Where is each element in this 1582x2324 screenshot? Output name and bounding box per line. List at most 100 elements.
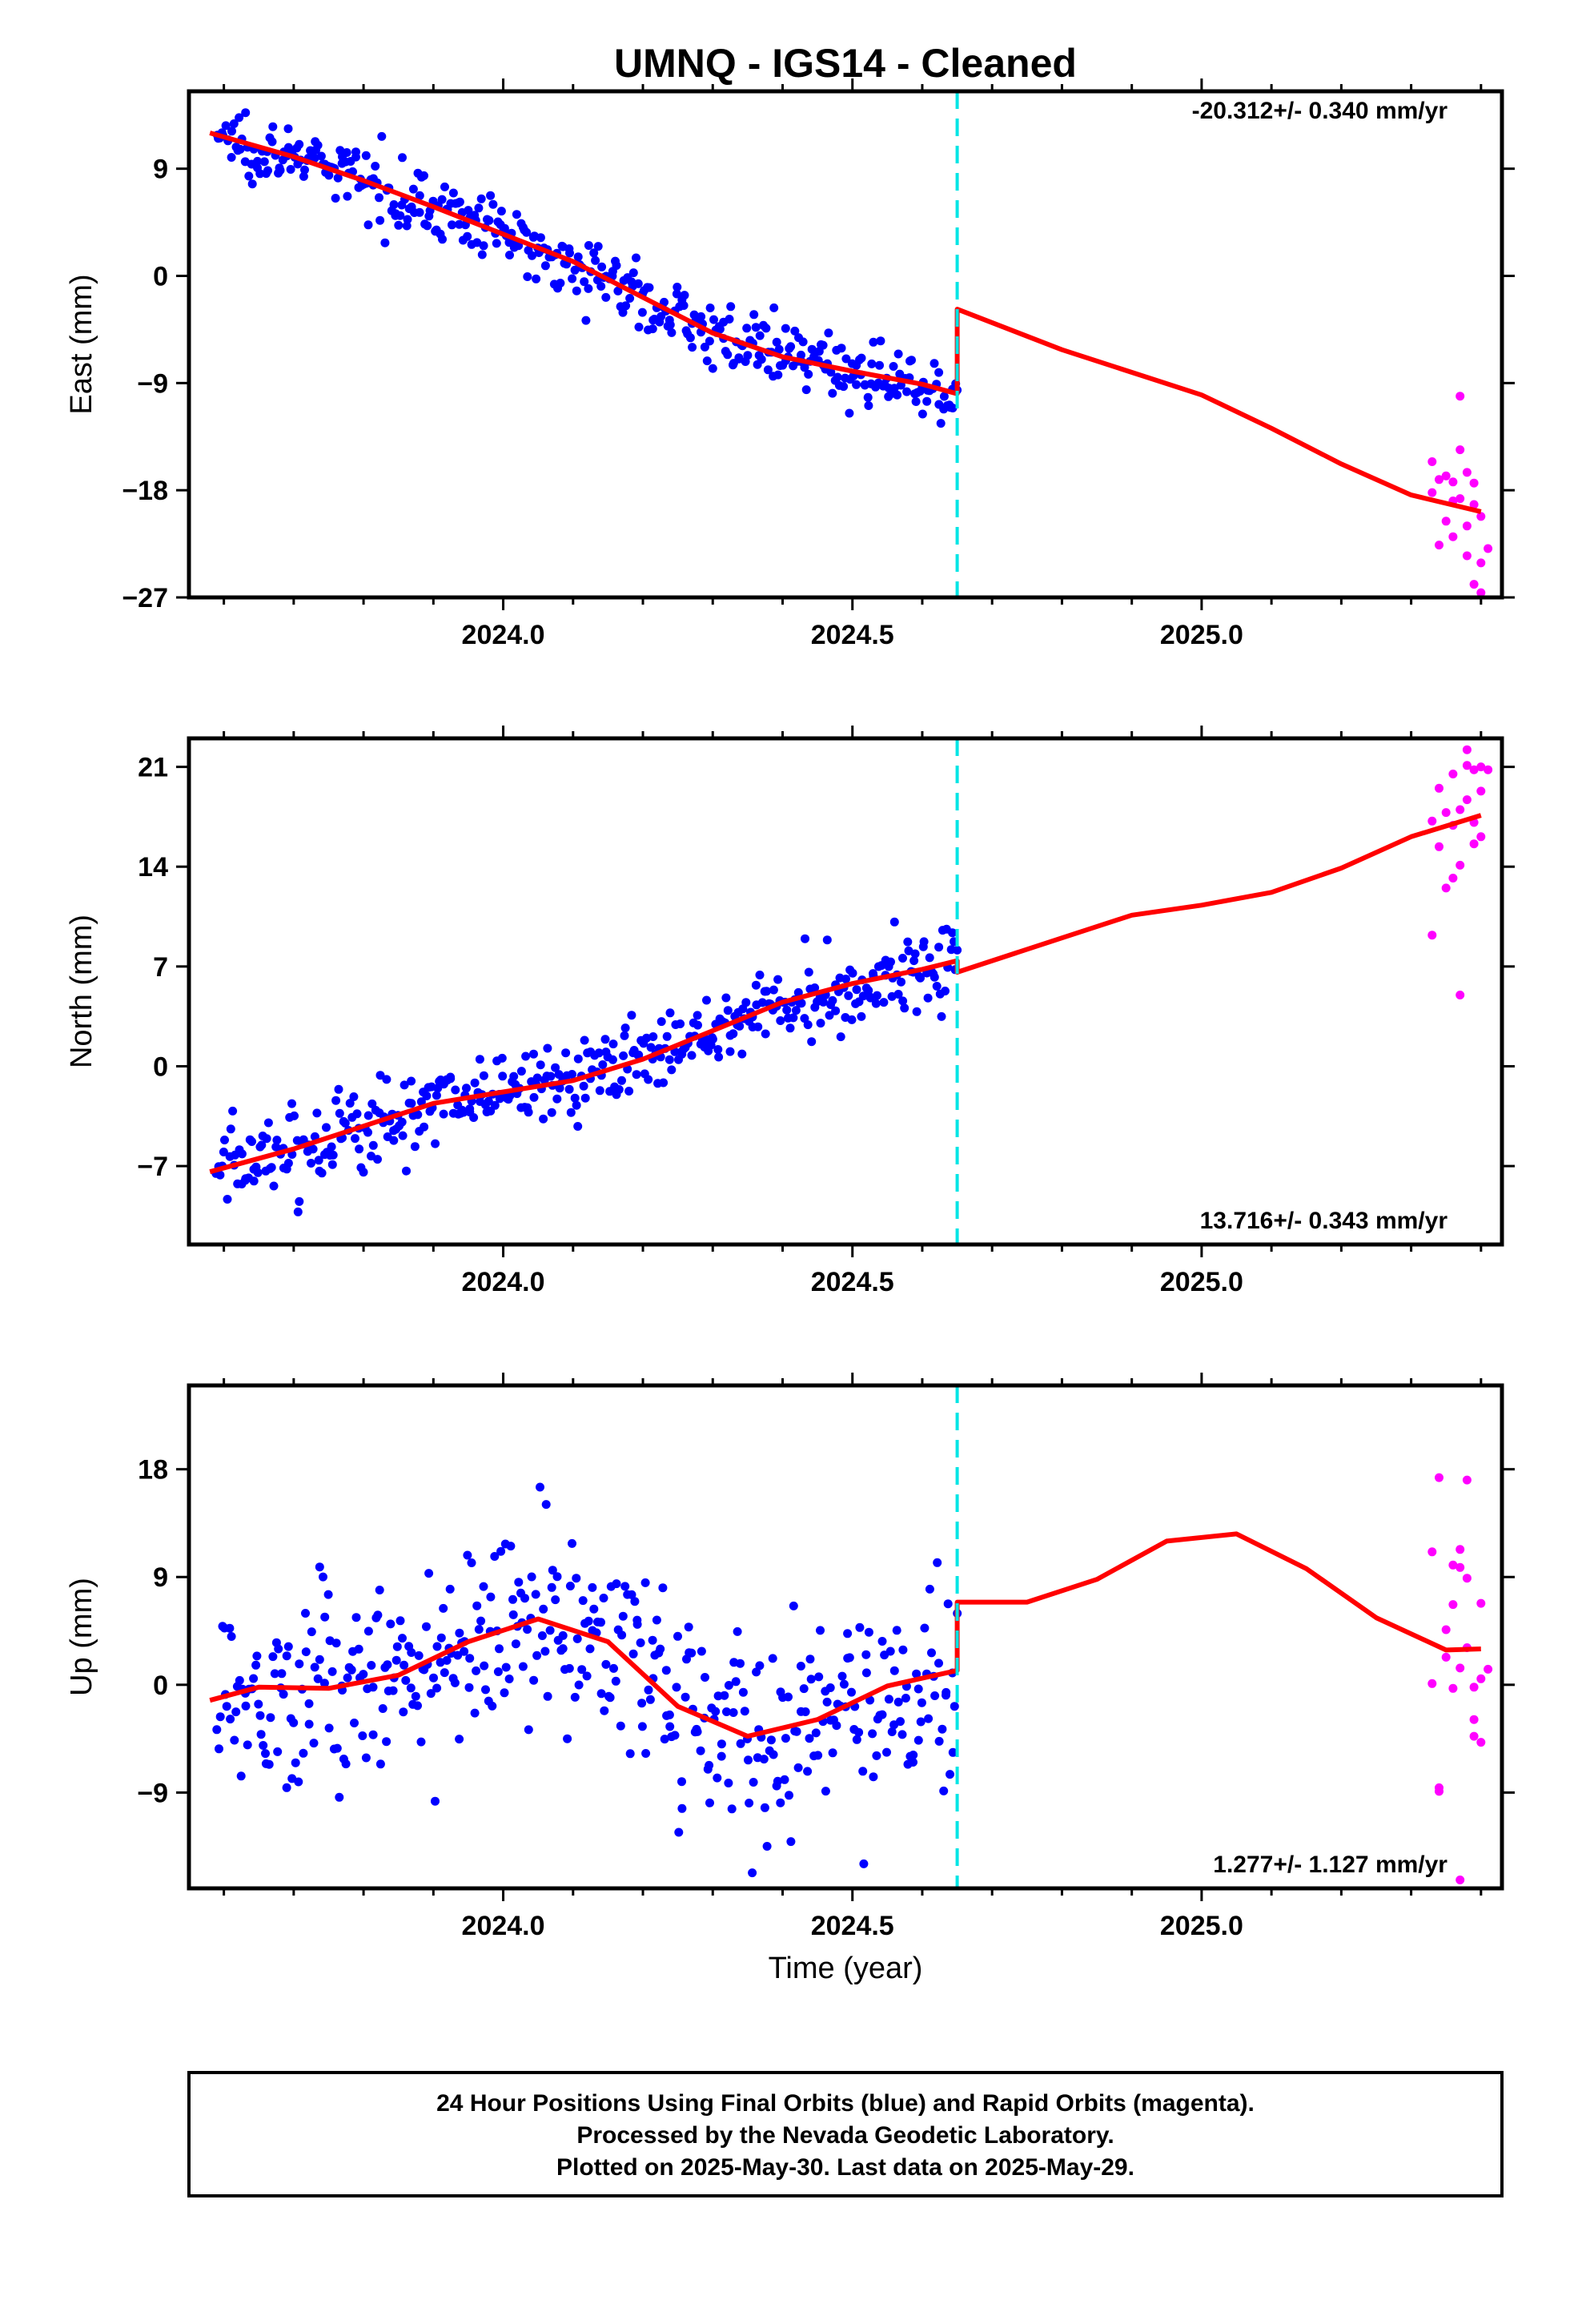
final-orbit-point [687,1648,697,1658]
final-orbit-point [600,1706,609,1715]
final-orbit-point [743,351,753,360]
final-orbit-point [913,1684,923,1694]
final-orbit-point [714,1052,724,1062]
final-orbit-point [215,1712,225,1722]
final-orbit-point [736,1659,745,1668]
y-tick-label: 7 [153,952,168,983]
final-orbit-point [438,235,447,244]
final-orbit-point [807,1037,817,1047]
final-orbit-point [892,1626,901,1635]
rapid-orbit-point [1469,1683,1479,1692]
final-orbit-point [781,324,790,333]
final-orbit-point [227,1632,236,1641]
final-orbit-point [327,1160,337,1169]
rapid-orbit-point [1462,468,1472,477]
final-orbit-point [565,1582,575,1590]
final-orbit-point [847,1015,857,1024]
final-orbit-point [769,985,778,995]
final-orbit-point [548,1566,557,1575]
final-orbit-point [640,1578,650,1587]
final-orbit-point [772,337,781,347]
final-orbit-point [920,1623,930,1633]
final-orbit-point [433,1084,443,1093]
final-orbit-point [828,388,837,398]
final-orbit-point [267,137,277,147]
final-orbit-point [789,1013,798,1023]
final-orbit-point [570,1692,580,1702]
final-orbit-point [875,360,884,370]
final-orbit-point [757,998,767,1007]
final-orbit-point [220,1136,229,1144]
final-orbit-point [882,1747,891,1757]
final-orbit-point [685,333,695,343]
rapid-orbit-point [1484,1664,1493,1674]
final-orbit-point [826,368,836,377]
final-orbit-point [373,1155,382,1164]
final-orbit-point [715,324,725,334]
final-orbit-point [227,153,236,162]
final-orbit-point [608,1055,617,1064]
rapid-orbit-point [1456,1562,1465,1572]
final-orbit-point [637,1699,647,1708]
final-orbit-point [572,1634,582,1643]
final-orbit-point [791,1006,801,1015]
final-orbit-point [934,1736,944,1746]
final-orbit-point [832,1721,841,1731]
final-orbit-point [398,1131,408,1140]
final-orbit-point [261,1749,270,1759]
final-orbit-point [844,991,853,1000]
final-orbit-point [733,1626,742,1636]
final-orbit-point [816,1626,825,1635]
final-orbit-point [300,165,309,175]
final-orbit-point [331,1638,341,1648]
final-orbit-point [299,171,308,181]
rapid-orbit-point [1476,588,1486,597]
final-orbit-point [470,1078,480,1088]
final-orbit-point [761,987,771,996]
final-orbit-point [594,1048,604,1058]
final-orbit-point [684,1622,693,1632]
final-orbit-point [476,194,486,203]
final-orbit-point [872,1751,881,1760]
final-orbit-point [934,368,944,377]
final-orbit-point [825,1011,834,1020]
final-orbit-point [798,337,808,347]
final-orbit-point [672,1683,681,1692]
final-orbit-point [293,1207,303,1216]
final-orbit-point [873,991,881,1000]
final-orbit-point [814,1672,824,1682]
final-orbit-point [632,253,640,263]
final-orbit-point [723,350,733,360]
final-orbit-point [451,1085,460,1095]
final-orbit-point [748,1868,757,1878]
final-orbit-point [496,207,506,216]
footer-line-1: 24 Hour Positions Using Final Orbits (bl… [436,2090,1255,2117]
final-orbit-point [335,1792,344,1802]
final-orbit-point [291,1758,300,1767]
final-orbit-point [917,1698,926,1707]
final-orbit-point [911,397,921,406]
final-orbit-point [304,1719,314,1729]
final-orbit-point [529,1049,538,1059]
final-orbit-point [401,1675,411,1685]
final-orbit-point [235,113,244,123]
final-orbit-point [528,251,536,260]
final-orbit-point [407,1099,416,1108]
final-orbit-point [927,1648,936,1658]
final-orbit-point [828,995,837,1005]
rapid-orbit-point [1441,1652,1451,1662]
rapid-orbit-point [1435,541,1443,550]
final-orbit-point [516,1067,526,1076]
final-orbit-point [709,315,718,324]
final-orbit-point [672,289,681,299]
final-orbit-point [804,967,813,977]
final-orbit-point [577,1665,587,1675]
final-orbit-point [251,1660,261,1670]
final-orbit-point [822,935,832,945]
final-orbit-point [755,971,765,979]
final-orbit-point [742,324,752,333]
final-orbit-point [836,1032,845,1042]
final-orbit-point [565,248,574,258]
final-orbit-point [784,1692,793,1702]
final-orbit-point [551,1595,560,1605]
